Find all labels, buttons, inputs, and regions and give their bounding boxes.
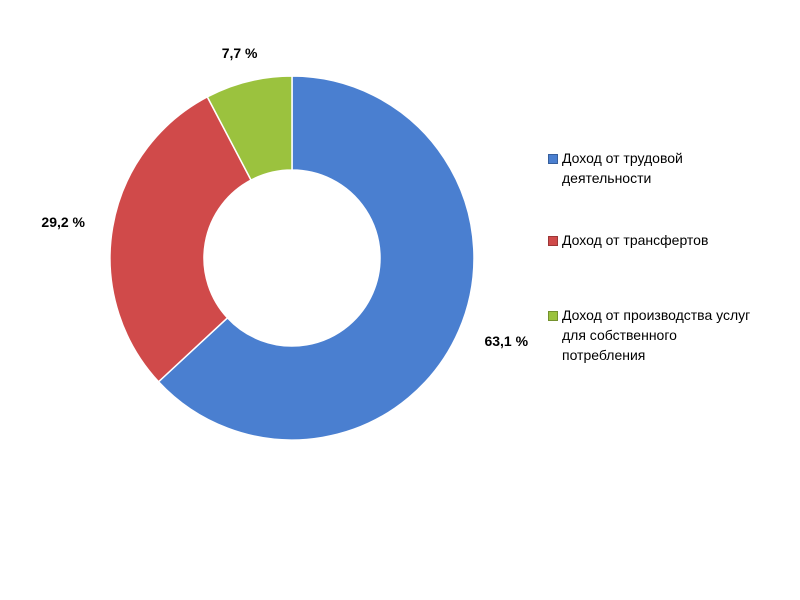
legend-entry: Доход от трудовой деятельности <box>548 148 758 188</box>
donut-segment <box>206 75 293 182</box>
donut-segment <box>157 75 475 441</box>
data-label: 63,1 % <box>484 333 529 349</box>
legend-label: Доход от трансфертов <box>562 232 709 248</box>
legend-label: Доход от трудовой деятельности <box>562 150 683 186</box>
data-label: 29,2 % <box>41 213 86 230</box>
legend-label: Доход от производства услуг для собствен… <box>562 307 751 363</box>
legend-swatch <box>548 236 558 246</box>
donut-segment <box>109 95 253 383</box>
legend-entry: Доход от трансфертов <box>548 230 758 250</box>
legend-swatch <box>548 154 558 164</box>
data-label: 7,7 % <box>221 45 258 62</box>
legend-swatch <box>548 311 558 321</box>
legend-entry: Доход от производства услуг для собствен… <box>548 305 758 365</box>
